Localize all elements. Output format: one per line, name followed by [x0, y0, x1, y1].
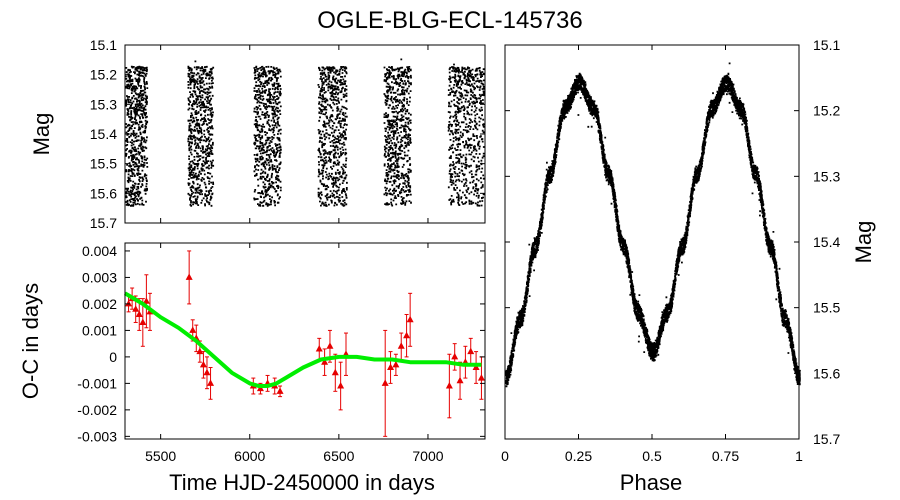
o-c-point [467, 347, 475, 355]
light-curve-time-ytick-label: 15.1 [90, 37, 117, 53]
o-c-point [451, 352, 459, 360]
o-c-point [199, 360, 207, 368]
o-c-point [185, 273, 193, 280]
light-curve-time-frame [124, 44, 486, 224]
o-c-point [387, 363, 395, 370]
o-c-point [445, 382, 453, 389]
o-c-point [189, 326, 197, 333]
light-curve-time-ytick-label: 15.4 [90, 126, 117, 142]
o-c-points [125, 250, 485, 437]
phased-light-curve-ytick-label: 15.5 [813, 300, 840, 316]
o-c-xtick-label: 5500 [145, 448, 176, 464]
light-curve-time-ylabel: Mag [29, 113, 54, 156]
o-c-fit-line [123, 291, 482, 388]
light-curve-time-ytick-label: 15.7 [90, 215, 117, 231]
phased-light-curve-ylabel: Mag [851, 221, 876, 264]
o-c-point [125, 299, 133, 307]
phased-light-curve-ytick-label: 15.2 [813, 103, 840, 119]
o-c-xlabel: Time HJD-2450000 in days [169, 470, 435, 495]
light-curve-time-ytick-label: 15.5 [90, 156, 117, 172]
o-c-point [203, 368, 211, 376]
o-c-fit-layer [123, 291, 482, 388]
o-c-xtick-label: 6500 [323, 448, 354, 464]
o-c-xtick-label: 7000 [412, 448, 443, 464]
phased-light-curve-ytick-label: 15.6 [813, 365, 840, 381]
o-c-point [477, 374, 485, 381]
light-curve-time-ytick-label: 15.6 [90, 185, 117, 201]
light-curve-time-ytick-label: 15.2 [90, 67, 117, 83]
o-c-point [132, 305, 140, 312]
o-c-ytick-label: -0.001 [77, 375, 117, 391]
chart-title: OGLE-BLG-ECL-145736 [317, 7, 582, 34]
o-c-ylabel: O-C in days [18, 283, 43, 399]
o-c-ytick-label: 0 [109, 349, 117, 365]
o-c-point [381, 379, 389, 386]
o-c-point [392, 360, 400, 368]
o-c-point [315, 344, 323, 352]
phased-light-curve-xtick-label: 1 [795, 448, 803, 464]
o-c-ytick-label: -0.002 [77, 402, 117, 418]
o-c-panel: 0.004 0.003 0.002 0.001 0 -0.001 -0.002 -0.003 5… [18, 242, 486, 495]
phased-light-curve-ytick-label: 15.3 [813, 168, 840, 184]
phased-light-curve-xtick-label: 0.25 [565, 448, 592, 464]
o-c-point [321, 358, 329, 365]
o-c-point [207, 379, 215, 386]
light-curve-time-panel: 15.1 15.2 15.3 15.4 15.5 15.6 15.7 Mag [29, 37, 486, 231]
o-c-point [326, 342, 334, 349]
phased-light-curve-ytick-label: 15.4 [813, 234, 840, 250]
o-c-point [406, 315, 414, 323]
o-c-point [403, 331, 411, 339]
phased-light-curve-panel: 15.1 15.2 15.3 15.4 15.5 15.6 15.7 0 0.25 0.5 0.75… [501, 37, 876, 495]
o-c-point [196, 347, 204, 355]
o-c-point [456, 376, 464, 384]
light-curve-time-ytick-label: 15.3 [90, 96, 117, 112]
o-c-point [331, 368, 339, 376]
phased-light-curve-markers [505, 62, 801, 388]
phased-light-curve-ytick-label: 15.7 [813, 431, 840, 447]
phased-light-curve-points [505, 62, 801, 388]
o-c-point [142, 297, 150, 304]
phased-light-curve-xtick-label: 0 [501, 448, 509, 464]
light-curve-time-points [125, 58, 485, 207]
o-c-ytick-label: 0.002 [82, 296, 117, 312]
o-c-point [337, 382, 345, 389]
o-c-xtick-label: 6000 [234, 448, 265, 464]
o-c-ytick-label: 0.001 [82, 322, 117, 338]
light-curve-time-markers [125, 58, 485, 207]
phased-light-curve-ytick-label: 15.1 [813, 37, 840, 53]
o-c-frame [124, 242, 486, 440]
phased-light-curve-frame [504, 44, 800, 440]
o-c-point [135, 310, 143, 318]
o-c-point [139, 318, 147, 325]
o-c-ytick-label: 0.004 [82, 243, 117, 259]
o-c-ytick-label: -0.003 [77, 428, 117, 444]
o-c-point [276, 387, 284, 394]
phased-light-curve-xtick-label: 0.5 [642, 448, 662, 464]
phased-light-curve-xtick-label: 0.75 [712, 448, 739, 464]
o-c-point [397, 342, 405, 349]
o-c-ytick-label: 0.003 [82, 269, 117, 285]
phased-light-curve-xlabel: Phase [620, 470, 682, 495]
